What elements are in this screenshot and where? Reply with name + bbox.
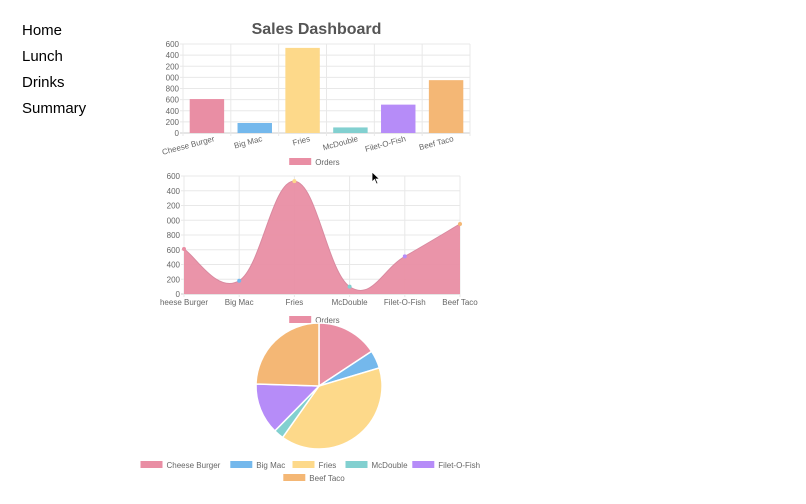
data-point bbox=[182, 247, 186, 252]
x-tick-label: heese Burger bbox=[160, 298, 208, 307]
legend-label: Fries bbox=[319, 461, 337, 470]
y-tick-label: 200 bbox=[167, 275, 181, 284]
legend-swatch bbox=[292, 461, 315, 468]
bar bbox=[189, 99, 225, 133]
data-point bbox=[458, 221, 462, 226]
y-tick-label: 0 bbox=[175, 129, 180, 138]
legend-label: Beef Taco bbox=[309, 474, 345, 483]
y-tick-label: 400 bbox=[166, 107, 180, 116]
bar bbox=[285, 47, 320, 133]
page-title: Sales Dashboard bbox=[251, 21, 382, 38]
legend-swatch bbox=[140, 461, 163, 468]
nav-drinks[interactable]: Drinks bbox=[22, 74, 65, 91]
legend-label: McDouble bbox=[372, 461, 409, 470]
nav-home[interactable]: Home bbox=[22, 22, 63, 39]
y-tick-label: 200 bbox=[167, 202, 181, 211]
y-tick-label: 600 bbox=[166, 40, 180, 49]
data-point bbox=[402, 254, 407, 259]
y-tick-label: 200 bbox=[166, 62, 180, 71]
x-tick-label: Big Mac bbox=[233, 134, 263, 150]
pie-slice bbox=[318, 322, 373, 388]
pie-slice bbox=[281, 366, 383, 450]
legend-swatch bbox=[345, 461, 368, 468]
bar bbox=[333, 127, 368, 133]
y-tick-label: 200 bbox=[166, 118, 180, 127]
bar bbox=[381, 104, 416, 133]
y-tick-label: 600 bbox=[167, 172, 181, 181]
y-tick-label: 800 bbox=[166, 85, 180, 94]
area-fill bbox=[184, 181, 460, 294]
x-tick-label: Fries bbox=[286, 298, 304, 307]
bar bbox=[237, 122, 272, 133]
legend-label: Filet-O-Fish bbox=[438, 461, 480, 470]
x-tick-label: Filet-O-Fish bbox=[384, 298, 426, 307]
legend-label: Orders bbox=[315, 316, 339, 325]
legend-swatch bbox=[289, 158, 312, 165]
y-tick-label: 600 bbox=[166, 96, 180, 105]
nav-lunch[interactable]: Lunch bbox=[22, 48, 63, 65]
y-tick-label: 000 bbox=[167, 216, 181, 225]
x-tick-label: Beef Taco bbox=[442, 298, 478, 307]
y-tick-label: 600 bbox=[167, 246, 181, 255]
y-tick-label: 800 bbox=[167, 231, 181, 240]
x-tick-label: McDouble bbox=[332, 298, 369, 307]
y-tick-label: 0 bbox=[176, 290, 181, 299]
legend-label: Orders bbox=[315, 158, 339, 167]
x-tick-label: Big Mac bbox=[225, 298, 254, 307]
y-tick-label: 400 bbox=[166, 51, 180, 60]
data-point bbox=[237, 278, 242, 283]
x-tick-label: McDouble bbox=[322, 134, 360, 152]
x-tick-label: Fries bbox=[292, 134, 312, 147]
nav-summary[interactable]: Summary bbox=[22, 100, 87, 117]
legend-swatch bbox=[230, 461, 253, 468]
legend-label: Big Mac bbox=[256, 461, 285, 470]
bar bbox=[428, 80, 464, 133]
legend-label: Cheese Burger bbox=[167, 461, 221, 470]
legend-swatch bbox=[283, 474, 306, 481]
y-tick-label: 400 bbox=[167, 261, 181, 270]
mouse-cursor-icon bbox=[371, 171, 381, 185]
data-point bbox=[347, 284, 352, 289]
data-point bbox=[292, 179, 297, 184]
x-tick-label: Filet-O-Fish bbox=[364, 134, 407, 154]
x-tick-label: Beef Taco bbox=[418, 134, 455, 152]
y-tick-label: 400 bbox=[167, 187, 181, 196]
nav-menu: Home Lunch Drinks Summary bbox=[22, 22, 86, 126]
y-tick-label: 000 bbox=[166, 73, 180, 82]
x-tick-label: Cheese Burger bbox=[161, 134, 216, 157]
legend-swatch bbox=[289, 316, 312, 323]
pie-slice bbox=[255, 322, 320, 387]
legend-swatch bbox=[412, 461, 435, 468]
